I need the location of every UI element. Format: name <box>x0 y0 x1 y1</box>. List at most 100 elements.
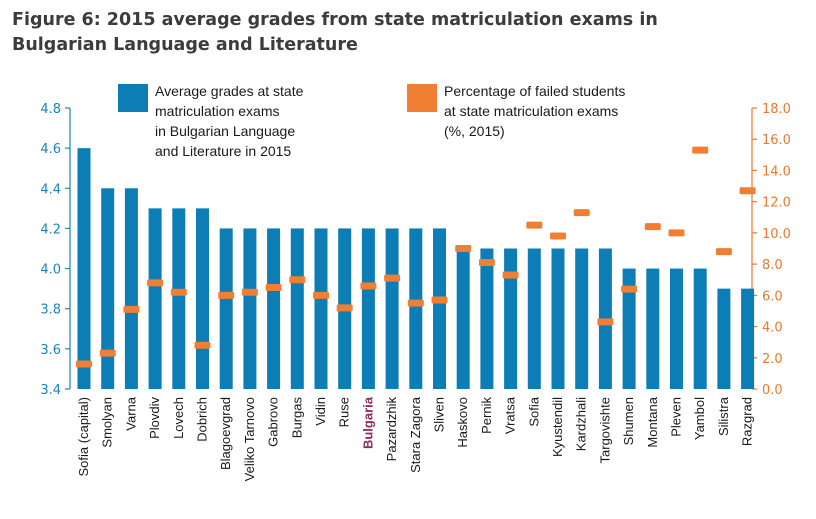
right-tick-label: 18.0 <box>762 102 791 117</box>
category-label: Razgrad <box>740 397 755 446</box>
bar <box>646 268 660 389</box>
failed-marker <box>526 221 543 229</box>
legend-label-bar: in Bulgarian Language <box>155 123 295 139</box>
left-tick-label: 3.6 <box>40 343 61 358</box>
legend-label-bar: Average grades at state <box>155 83 304 99</box>
bar <box>741 288 755 389</box>
bar <box>314 228 328 389</box>
legend-label-bar: and Literature in 2015 <box>155 143 291 159</box>
failed-marker <box>407 299 424 307</box>
right-tick-label: 4.0 <box>762 321 783 336</box>
bar <box>196 208 209 389</box>
category-label: Pleven <box>669 397 684 437</box>
bar <box>433 228 446 389</box>
legend-swatch-bar <box>118 84 148 112</box>
failed-marker <box>147 279 164 287</box>
failed-marker <box>502 271 519 279</box>
failed-marker <box>289 276 306 284</box>
category-label: Gabrovo <box>266 397 281 447</box>
right-tick-label: 6.0 <box>762 289 783 304</box>
bar <box>717 288 731 389</box>
category-label: Varna <box>123 396 138 430</box>
failed-marker <box>384 274 401 282</box>
category-label: Sofia (capital) <box>76 397 91 476</box>
bar <box>409 228 423 389</box>
bar <box>243 228 257 389</box>
category-label: Ruse <box>337 397 352 427</box>
failed-marker <box>478 259 495 267</box>
bar <box>504 248 518 389</box>
bar <box>77 148 91 389</box>
right-y-axis: 0.0 2.0 4.0 6.0 8.0 10.0 12.0 14.0 16.0 18.0 <box>751 102 791 398</box>
failed-marker <box>644 223 661 231</box>
left-y-axis: 3.4 3.6 3.8 4.0 4.2 4.4 4.6 4.8 <box>40 102 71 398</box>
failed-marker <box>621 285 638 293</box>
chart-title: Figure 6: 2015 average grades from state… <box>12 8 712 58</box>
left-tick-label: 4.4 <box>40 182 61 197</box>
legend-label-bar: matriculation exams <box>155 103 280 119</box>
category-label: Targovishte <box>597 397 612 463</box>
left-tick-label: 4.6 <box>40 142 61 157</box>
failed-marker <box>99 349 116 357</box>
category-label: Montana <box>645 396 660 447</box>
right-tick-label: 10.0 <box>762 227 791 242</box>
failed-marker <box>265 284 282 292</box>
category-label: Shumen <box>621 397 636 445</box>
bar <box>148 208 162 389</box>
category-label: Smolyan <box>100 397 115 448</box>
failed-marker <box>313 291 329 299</box>
failed-marker <box>241 288 258 296</box>
category-label: Sliven <box>432 397 447 432</box>
marker-series <box>76 146 756 368</box>
bar <box>361 228 375 389</box>
legend: Average grades at state matriculation exa… <box>118 83 625 159</box>
bar <box>693 268 707 389</box>
bar <box>124 188 138 389</box>
bar <box>527 248 541 389</box>
failed-marker <box>194 341 211 349</box>
failed-marker <box>739 187 756 195</box>
failed-marker <box>170 288 187 296</box>
legend-label-marker: (%, 2015) <box>444 123 505 139</box>
failed-marker <box>692 146 709 154</box>
right-tick-label: 2.0 <box>762 352 783 367</box>
category-label: Silistra <box>716 396 731 436</box>
left-tick-label: 4.0 <box>40 263 61 278</box>
bar <box>172 208 186 389</box>
legend-swatch-marker <box>407 84 437 112</box>
category-label: Yambol <box>692 397 707 440</box>
bar <box>456 248 470 389</box>
bar <box>551 248 565 389</box>
failed-marker <box>431 296 448 304</box>
category-label: Sofia <box>526 396 541 426</box>
category-label: Dobrich <box>195 397 210 442</box>
category-label: Lovech <box>171 397 186 439</box>
failed-marker <box>123 305 140 313</box>
bar <box>480 248 494 389</box>
bar <box>385 228 399 389</box>
bar <box>670 268 683 389</box>
failed-marker <box>573 209 590 217</box>
failed-marker <box>360 282 377 290</box>
right-tick-label: 12.0 <box>762 196 791 211</box>
legend-label-marker: at state matriculation exams <box>444 103 618 119</box>
bar <box>622 268 636 389</box>
bar <box>290 228 304 389</box>
failed-marker <box>597 318 614 326</box>
bar <box>267 228 281 389</box>
category-label: Plovdiv <box>147 397 162 439</box>
bar <box>101 188 115 389</box>
category-label: Stara Zagora <box>408 396 423 473</box>
failed-marker <box>668 229 685 237</box>
category-label: Burgas <box>289 397 304 439</box>
left-tick-label: 3.4 <box>40 383 61 398</box>
category-labels: Sofia (capital) Smolyan Varna Plovdiv Lovech… <box>76 396 755 481</box>
category-label: Kyustendil <box>550 397 565 457</box>
failed-marker <box>715 248 732 256</box>
left-tick-label: 4.8 <box>40 102 61 117</box>
right-tick-label: 0.0 <box>762 383 783 398</box>
bar <box>575 248 589 389</box>
left-tick-label: 4.2 <box>40 222 61 237</box>
right-tick-label: 14.0 <box>762 164 791 179</box>
